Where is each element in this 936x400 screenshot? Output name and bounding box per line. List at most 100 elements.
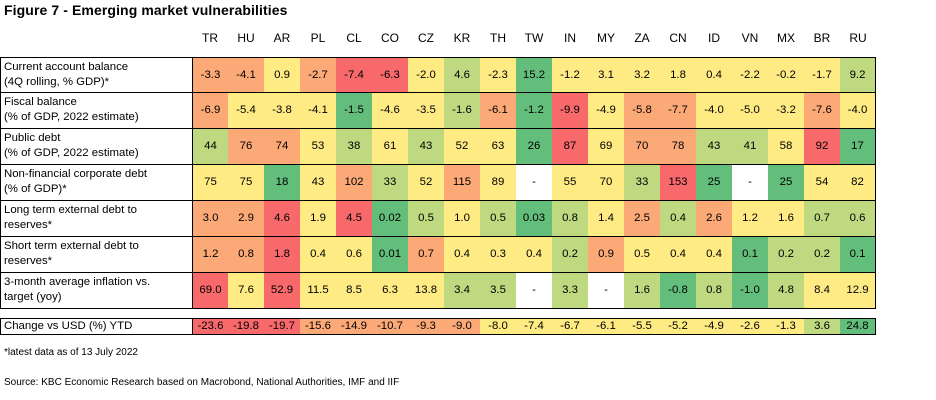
table-cell-ar: 0.9 xyxy=(264,57,300,93)
table-cell-cn: 1.8 xyxy=(660,57,696,93)
column-header-cn: CN xyxy=(669,31,687,45)
fx-cell-tw: -7.4 xyxy=(516,318,552,335)
table-cell-br: 54 xyxy=(804,165,840,201)
column-header-kr: KR xyxy=(453,31,471,45)
table-cell-cn: 0.4 xyxy=(660,237,696,273)
table-cell-mx: 4.8 xyxy=(768,273,804,309)
column-header-za: ZA xyxy=(634,31,650,45)
table-cell-cl: 102 xyxy=(336,165,372,201)
table-cell-ru: 17 xyxy=(840,129,876,165)
table-cell-cn: 153 xyxy=(660,165,696,201)
table-cell-mx: 25 xyxy=(768,165,804,201)
table-cell-pl: -2.7 xyxy=(300,57,336,93)
table-cell-in: 3.3 xyxy=(552,273,588,309)
table-cell-cz: 43 xyxy=(408,129,444,165)
table-cell-th: 89 xyxy=(480,165,516,201)
table-cell-tr: 1.2 xyxy=(192,237,228,273)
table-cell-cl: 8.5 xyxy=(336,273,372,309)
table-cell-cn: -0.8 xyxy=(660,273,696,309)
row-label-line: Long term external debt to xyxy=(4,204,137,216)
table-cell-cn: 78 xyxy=(660,129,696,165)
column-header-hu: HU xyxy=(237,31,255,45)
table-cell-za: -5.8 xyxy=(624,93,660,129)
table-cell-mx: 0.2 xyxy=(768,237,804,273)
table-cell-my: 1.4 xyxy=(588,201,624,237)
row-label: Public debt (% of GDP, 2022 estimate) xyxy=(0,129,192,165)
table-cell-cn: -7.7 xyxy=(660,93,696,129)
column-header-my: MY xyxy=(597,31,615,45)
table-cell-in: -9.9 xyxy=(552,93,588,129)
table-cell-br: -7.6 xyxy=(804,93,840,129)
row-label: Fiscal balance (% of GDP, 2022 estimate) xyxy=(0,93,192,129)
column-header-in: IN xyxy=(564,31,576,45)
row-label-line: Current account balance xyxy=(4,61,129,73)
row-label-line: (% of GDP, 2022 estimate) xyxy=(4,111,139,123)
table-cell-tr: 69.0 xyxy=(192,273,228,309)
table-cell-hu: -5.4 xyxy=(228,93,264,129)
column-header-pl: PL xyxy=(310,31,326,45)
column-header-cl: CL xyxy=(346,31,362,45)
table-cell-tw: 0.03 xyxy=(516,201,552,237)
row-label-line: (4Q rolling, % GDP)* xyxy=(4,76,110,88)
column-header-vn: VN xyxy=(741,31,759,45)
row-label-line: reserves* xyxy=(4,219,53,231)
table-cell-kr: 3.4 xyxy=(444,273,480,309)
table-cell-ar: 52.9 xyxy=(264,273,300,309)
row-label: Short term external debt to reserves* xyxy=(0,237,192,273)
table-cell-vn: 41 xyxy=(732,129,768,165)
table-cell-th: 0.3 xyxy=(480,237,516,273)
table-cell-cl: -7.4 xyxy=(336,57,372,93)
fx-cell-br: 3.6 xyxy=(804,318,840,335)
table-cell-mx: 1.6 xyxy=(768,201,804,237)
table-cell-cn: 0.4 xyxy=(660,201,696,237)
row-label: Long term external debt to reserves* xyxy=(0,201,192,237)
row-label-line: (% of GDP)* xyxy=(4,183,67,195)
table-cell-cz: 0.5 xyxy=(408,201,444,237)
table-cell-cl: 4.5 xyxy=(336,201,372,237)
fx-cell-ar: -19.7 xyxy=(264,318,300,335)
table-cell-kr: 115 xyxy=(444,165,480,201)
column-header-cz: CZ xyxy=(418,31,434,45)
table-cell-my: -4.9 xyxy=(588,93,624,129)
fx-cell-id: -4.9 xyxy=(696,318,732,335)
table-cell-kr: 0.4 xyxy=(444,237,480,273)
table-cell-ru: 0.6 xyxy=(840,201,876,237)
table-cell-in: 0.2 xyxy=(552,237,588,273)
fx-cell-kr: -9.0 xyxy=(444,318,480,335)
fx-cell-cz: -9.3 xyxy=(408,318,444,335)
table-cell-pl: -4.1 xyxy=(300,93,336,129)
page-title: Figure 7 - Emerging market vulnerabiliti… xyxy=(4,2,288,18)
table-cell-co: -4.6 xyxy=(372,93,408,129)
table-cell-in: -1.2 xyxy=(552,57,588,93)
table-cell-id: 0.4 xyxy=(696,237,732,273)
fx-cell-hu: -19.8 xyxy=(228,318,264,335)
column-header-mx: MX xyxy=(777,31,795,45)
fx-cell-tr: -23.6 xyxy=(192,318,228,335)
table-cell-th: 63 xyxy=(480,129,516,165)
table-cell-id: 43 xyxy=(696,129,732,165)
table-cell-th: -2.3 xyxy=(480,57,516,93)
table-cell-ru: 82 xyxy=(840,165,876,201)
table-cell-kr: 52 xyxy=(444,129,480,165)
table-cell-pl: 43 xyxy=(300,165,336,201)
table-cell-br: 0.7 xyxy=(804,201,840,237)
table-cell-co: 61 xyxy=(372,129,408,165)
table-cell-in: 87 xyxy=(552,129,588,165)
table-cell-in: 55 xyxy=(552,165,588,201)
table-cell-id: 25 xyxy=(696,165,732,201)
table-cell-my: 70 xyxy=(588,165,624,201)
fx-cell-vn: -2.6 xyxy=(732,318,768,335)
row-label-line: Non-financial corporate debt xyxy=(4,168,148,180)
fx-cell-my: -6.1 xyxy=(588,318,624,335)
table-cell-co: -6.3 xyxy=(372,57,408,93)
table-cell-vn: -1.0 xyxy=(732,273,768,309)
row-label-line: Public debt xyxy=(4,132,61,144)
table-cell-br: 8.4 xyxy=(804,273,840,309)
table-cell-ru: -4.0 xyxy=(840,93,876,129)
table-cell-ru: 0.1 xyxy=(840,237,876,273)
table-cell-pl: 53 xyxy=(300,129,336,165)
fx-cell-za: -5.5 xyxy=(624,318,660,335)
table-cell-tw: 0.4 xyxy=(516,237,552,273)
table-cell-br: -1.7 xyxy=(804,57,840,93)
table-cell-cz: 0.7 xyxy=(408,237,444,273)
